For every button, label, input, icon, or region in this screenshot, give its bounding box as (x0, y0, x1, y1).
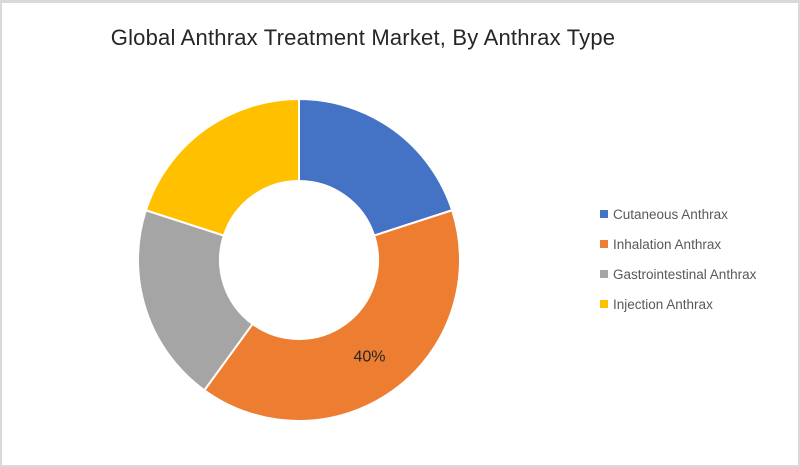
legend-swatch-icon (600, 210, 608, 218)
legend: Cutaneous Anthrax Inhalation Anthrax Gas… (600, 199, 756, 319)
data-label: 40% (353, 348, 385, 365)
legend-swatch-icon (600, 300, 608, 308)
legend-item-cutaneous: Cutaneous Anthrax (600, 199, 756, 229)
legend-label: Inhalation Anthrax (613, 236, 722, 252)
legend-item-gastrointestinal: Gastrointestinal Anthrax (600, 259, 756, 289)
donut-chart: 40% (137, 98, 461, 422)
donut-segment-inhalation-anthrax (203, 209, 461, 422)
legend-swatch-icon (600, 270, 608, 278)
chart-title: Global Anthrax Treatment Market, By Anth… (110, 25, 616, 50)
legend-swatch-icon (600, 240, 608, 248)
donut-segment-gastrointestinal-anthrax (137, 209, 254, 392)
legend-label: Cutaneous Anthrax (613, 206, 728, 222)
legend-label: Injection Anthrax (613, 296, 713, 312)
donut-segment-injection-anthrax (144, 98, 300, 237)
legend-item-injection: Injection Anthrax (600, 289, 756, 319)
legend-item-inhalation: Inhalation Anthrax (600, 229, 756, 259)
legend-label: Gastrointestinal Anthrax (613, 266, 757, 282)
donut-segment-cutaneous-anthrax (298, 98, 454, 237)
